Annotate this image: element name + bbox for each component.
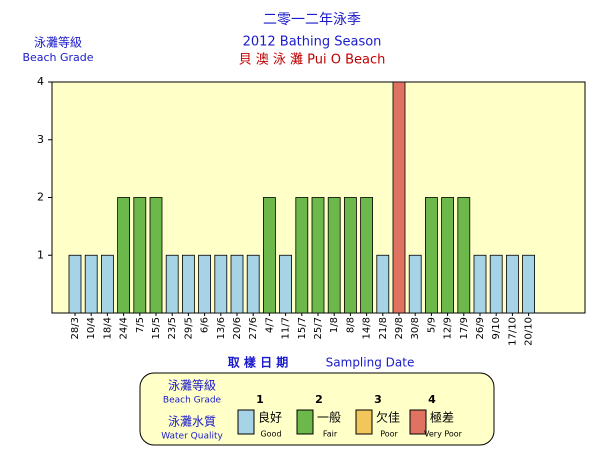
- legend-label: 良好: [258, 410, 282, 425]
- x-tick-label: 27/6: [248, 317, 259, 339]
- x-tick-label: 7/5: [135, 317, 146, 333]
- bar: [424, 197, 438, 314]
- x-axis-label: Sampling Date: [326, 356, 415, 370]
- legend-title: Beach Grade: [163, 396, 222, 406]
- bar: [117, 197, 130, 314]
- legend-label: 極差: [430, 410, 454, 425]
- legend-swatch: [409, 409, 427, 435]
- x-tick-label: 1/8: [329, 317, 340, 333]
- legend-swatch: [237, 409, 255, 435]
- x-tick-label: 8/8: [345, 317, 356, 333]
- x-axis-label: 取 樣 日 期: [228, 355, 289, 370]
- legend-label: Poor: [380, 430, 398, 439]
- bar: [198, 254, 212, 314]
- y-axis-label: 泳灘等級: [34, 36, 82, 50]
- x-tick-label: 20/10: [524, 317, 535, 346]
- x-tick-label: 20/6: [232, 317, 243, 339]
- bar: [343, 197, 357, 314]
- x-tick-label: 24/4: [119, 317, 130, 339]
- bar: [262, 197, 276, 314]
- legend-swatch: [296, 409, 314, 435]
- bar: [133, 197, 147, 314]
- bar: [295, 197, 309, 314]
- legend-grade: 1: [256, 393, 264, 406]
- legend-label: Very Poor: [424, 430, 463, 439]
- x-tick-label: 17/10: [507, 317, 518, 346]
- x-tick-label: 17/9: [459, 317, 470, 339]
- legend-title: Water Quality: [161, 432, 223, 442]
- bar: [376, 254, 390, 314]
- x-tick-label: 14/8: [362, 317, 373, 339]
- bar: [327, 197, 341, 314]
- legend-grade: 4: [428, 393, 436, 406]
- location: 貝 澳 泳 灘 Pui O Beach: [239, 52, 386, 68]
- x-tick-label: 29/5: [183, 317, 194, 339]
- bar: [101, 254, 114, 314]
- legend-title: 泳灘水質: [168, 414, 216, 429]
- legend-label: Fair: [323, 430, 338, 439]
- bar: [311, 197, 325, 314]
- bar: [522, 254, 535, 314]
- legend-grade: 3: [374, 393, 382, 406]
- x-tick-label: 23/5: [167, 317, 178, 339]
- bar: [279, 254, 293, 314]
- legend-label: 一般: [317, 410, 341, 425]
- x-tick-label: 29/8: [394, 317, 405, 339]
- legend-box: [139, 372, 495, 446]
- y-tick-label: 1: [37, 248, 44, 261]
- x-tick-label: 30/8: [410, 317, 421, 339]
- x-tick-label: 12/9: [443, 317, 454, 339]
- x-tick-label: 28/3: [70, 317, 81, 339]
- legend-label: 欠佳: [376, 410, 400, 425]
- bar: [392, 81, 406, 314]
- bar: [214, 254, 228, 314]
- chart-title: 二零一二年泳季: [263, 12, 361, 28]
- x-tick-label: 13/6: [216, 317, 227, 339]
- y-tick-label: 4: [37, 75, 44, 88]
- legend-swatch: [355, 409, 373, 435]
- legend-grade: 2: [315, 393, 323, 406]
- x-tick-label: 10/4: [86, 317, 97, 339]
- bar: [505, 254, 519, 314]
- x-tick-label: 25/7: [313, 317, 324, 339]
- bar: [181, 254, 195, 314]
- bar: [246, 254, 260, 314]
- x-tick-label: 4/7: [264, 317, 275, 333]
- chart-subtitle: 2012 Bathing Season: [243, 35, 382, 50]
- x-tick-label: 18/4: [102, 317, 113, 339]
- x-tick-label: 11/7: [281, 317, 292, 339]
- bar: [68, 254, 82, 314]
- bar: [441, 197, 455, 314]
- y-tick-label: 2: [37, 191, 44, 204]
- bar: [489, 254, 503, 314]
- bar: [230, 254, 244, 314]
- x-tick-label: 9/10: [491, 317, 502, 339]
- bar: [165, 254, 179, 314]
- x-tick-label: 26/9: [475, 317, 486, 339]
- bar: [473, 254, 487, 314]
- x-tick-label: 6/6: [200, 317, 211, 333]
- x-tick-label: 15/5: [151, 317, 162, 339]
- bar: [360, 197, 374, 314]
- bar: [149, 197, 163, 314]
- x-tick-label: 15/7: [297, 317, 308, 339]
- y-tick-label: 3: [37, 133, 44, 146]
- bar: [408, 254, 422, 314]
- bar: [84, 254, 98, 314]
- y-axis-label: Beach Grade: [22, 51, 93, 64]
- x-tick-label: 5/9: [426, 317, 437, 333]
- x-tick-label: 21/8: [378, 317, 389, 339]
- legend-title: 泳灘等級: [168, 379, 216, 393]
- bar: [457, 197, 471, 314]
- legend-label: Good: [260, 430, 281, 439]
